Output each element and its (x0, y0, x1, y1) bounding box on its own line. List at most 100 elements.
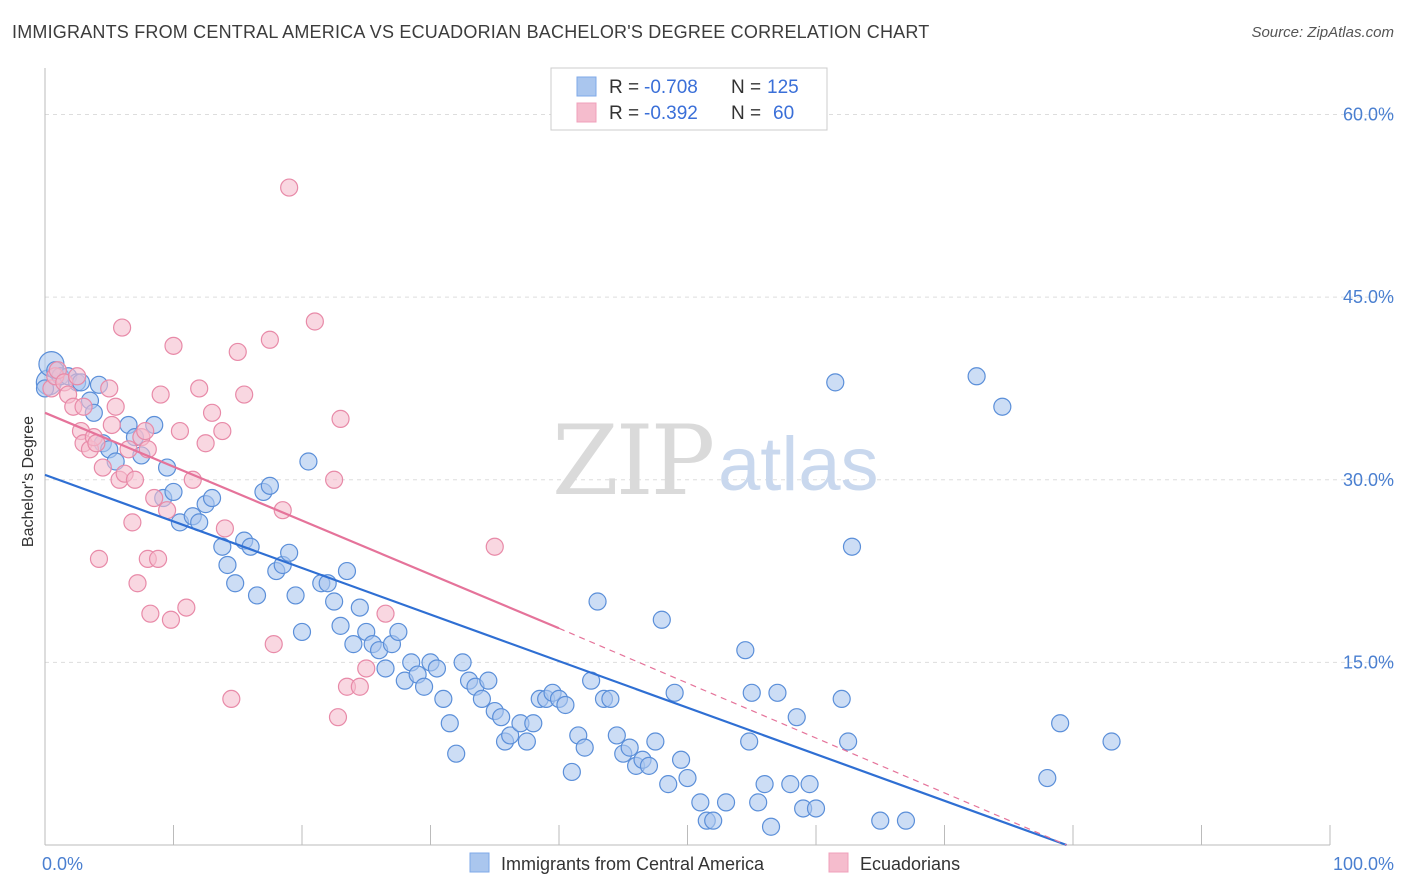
data-point-central-america (479, 671, 498, 690)
data-point-central-america (749, 793, 768, 812)
data-point-central-america (440, 714, 459, 733)
data-point-central-america (286, 586, 305, 605)
data-point-ecuadorians (164, 336, 183, 355)
data-point-ecuadorians (74, 397, 93, 416)
stats-swatch-blue (576, 76, 597, 97)
data-point-ecuadorians (485, 537, 504, 556)
data-point-central-america (781, 775, 800, 794)
data-point-central-america (562, 762, 581, 782)
data-point-central-america (806, 799, 826, 818)
data-point-ecuadorians (350, 677, 369, 696)
y-tick-label: 30.0% (1343, 470, 1394, 490)
data-point-central-america (202, 488, 222, 508)
data-point-ecuadorians (68, 367, 87, 386)
data-point-central-america (716, 793, 736, 812)
data-point-central-america (832, 689, 851, 709)
data-point-central-america (740, 732, 759, 751)
data-point-ecuadorians (280, 178, 299, 197)
legend-swatch-central-america (469, 852, 490, 873)
data-point-ecuadorians (93, 458, 112, 477)
data-point-central-america (967, 367, 986, 386)
data-point-ecuadorians (235, 385, 254, 404)
data-point-ecuadorians (128, 574, 147, 593)
data-point-central-america (768, 683, 787, 702)
stats-r-label-pink: R = (609, 103, 639, 124)
data-point-central-america (325, 592, 344, 611)
data-point-central-america (607, 726, 626, 745)
data-point-central-america (517, 732, 536, 751)
data-point-central-america (492, 708, 511, 727)
data-point-central-america (556, 695, 575, 715)
data-point-ecuadorians (161, 610, 181, 629)
trend-line-ecuadorians (44, 411, 560, 630)
stats-n-value-pink: 60 (773, 103, 794, 124)
data-point-central-america (678, 768, 697, 788)
watermark-zip: ZIP (552, 405, 713, 517)
data-point-central-america (337, 561, 357, 581)
data-point-ecuadorians (136, 421, 155, 441)
data-point-central-america (691, 793, 710, 812)
data-point-central-america (164, 482, 183, 502)
x-tick-label: 100.0% (1333, 854, 1394, 874)
stats-swatch-pink (576, 102, 597, 123)
data-point-central-america (299, 452, 318, 471)
data-point-central-america (1038, 768, 1057, 788)
data-point-central-america (292, 622, 312, 642)
data-point-central-america (588, 592, 607, 611)
data-point-central-america (896, 811, 916, 830)
stats-n-label-pink: N = (731, 103, 761, 124)
data-point-ecuadorians (112, 318, 132, 337)
data-point-ecuadorians (100, 379, 119, 398)
legend-swatch-ecuadorians (828, 852, 849, 873)
stats-r-value-pink: -0.392 (644, 103, 698, 124)
data-point-central-america (247, 586, 267, 605)
data-point-central-america (453, 653, 472, 672)
data-point-ecuadorians (222, 689, 241, 709)
stats-r-value-blue: -0.708 (644, 77, 698, 98)
data-point-central-america (472, 689, 491, 709)
data-point-central-america (755, 775, 774, 794)
data-point-ecuadorians (264, 635, 283, 654)
data-point-central-america (501, 726, 520, 745)
data-point-central-america (414, 677, 434, 696)
data-point-ecuadorians (145, 488, 164, 508)
data-point-ecuadorians (328, 708, 348, 727)
data-point-central-america (260, 476, 279, 495)
data-point-central-america (601, 689, 620, 709)
data-point-central-america (389, 622, 408, 642)
data-point-central-america (447, 744, 466, 763)
x-tick-label: 0.0% (42, 854, 83, 874)
data-point-central-america (787, 708, 806, 727)
data-point-ecuadorians (190, 379, 209, 398)
y-axis-label: Bachelor's Degree (20, 416, 37, 547)
data-point-central-america (800, 775, 819, 794)
data-point-ecuadorians (260, 330, 279, 349)
trend-line-central-america (44, 473, 1067, 847)
data-point-central-america (871, 811, 890, 830)
data-point-central-america (350, 598, 369, 617)
data-point-central-america (826, 373, 845, 392)
data-point-ecuadorians (125, 470, 145, 489)
trend-lines (44, 411, 1067, 847)
data-point-ecuadorians (196, 434, 215, 453)
data-point-central-america (993, 397, 1012, 416)
trend-line-ecuadorians-extension (558, 627, 1067, 846)
data-point-central-america (736, 641, 755, 660)
data-point-central-america (331, 616, 350, 635)
data-point-central-america (639, 756, 659, 775)
data-point-ecuadorians (331, 409, 350, 428)
data-point-ecuadorians (376, 604, 395, 623)
data-point-central-america (1102, 732, 1121, 751)
data-point-ecuadorians (215, 519, 234, 538)
chart-source: Source: ZipAtlas.com (1251, 24, 1394, 41)
stats-n-value-blue: 125 (767, 77, 799, 98)
data-point-central-america (620, 738, 639, 757)
stats-n-label-blue: N = (731, 77, 761, 98)
data-point-central-america (434, 689, 453, 709)
data-point-central-america (280, 543, 299, 562)
data-point-ecuadorians (148, 549, 168, 568)
series-legend: Immigrants from Central America Ecuadori… (469, 852, 960, 874)
data-point-central-america (652, 610, 671, 629)
data-point-central-america (665, 683, 684, 702)
